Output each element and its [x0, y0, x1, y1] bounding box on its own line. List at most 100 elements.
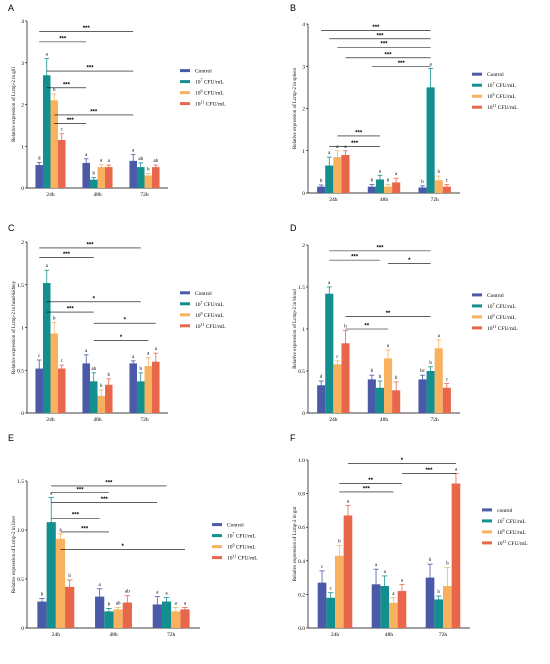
- bar: [129, 160, 137, 188]
- bar: [326, 597, 335, 628]
- significance-letter: b: [53, 316, 56, 321]
- bar: [105, 167, 113, 188]
- bar: [46, 522, 56, 628]
- x-tick-label: 72h: [431, 197, 440, 203]
- y-tick-label: 2: [302, 243, 305, 249]
- significance-stars: ***: [376, 33, 384, 39]
- y-tick-label: 3: [302, 64, 305, 70]
- bar: [434, 180, 443, 193]
- significance-stars: *: [93, 296, 96, 302]
- y-axis-label: Relative expression of Lcmp-2 in gill: [12, 66, 17, 141]
- legend-label: Control: [195, 69, 212, 75]
- legend-swatch: [180, 80, 190, 84]
- significance-letter: a: [85, 153, 88, 158]
- y-tick-label: 0: [21, 186, 24, 192]
- x-tick-label: 48h: [385, 632, 394, 638]
- legend-label: 1011 CFU/mL: [497, 538, 528, 547]
- x-tick-label: 72h: [140, 192, 149, 198]
- bar: [136, 381, 145, 413]
- panel-letter: A: [8, 3, 14, 13]
- bar: [451, 483, 461, 628]
- significance-stars: ***: [81, 526, 89, 532]
- bar: [144, 365, 153, 413]
- significance-stars: ***: [83, 26, 91, 32]
- bar: [122, 602, 132, 628]
- significance-letter: b: [371, 369, 374, 374]
- legend-label: 109 CFU/mL: [195, 88, 224, 97]
- legend-swatch: [180, 302, 190, 306]
- bar: [384, 186, 393, 193]
- significance-stars: ***: [380, 42, 388, 48]
- legend-swatch: [180, 102, 190, 106]
- y-axis-label: Relative expression of Lcmp-2 in blood: [293, 289, 298, 369]
- significance-letter: ab: [125, 590, 130, 595]
- significance-letter: a: [175, 601, 178, 606]
- significance-letter: c: [330, 587, 333, 592]
- y-tick-label: 1: [21, 326, 24, 332]
- significance-letter: b: [371, 179, 374, 184]
- significance-letter: a: [46, 264, 49, 269]
- legend-swatch: [482, 519, 492, 523]
- bar: [171, 611, 181, 628]
- bar: [341, 154, 350, 193]
- y-tick-label: 1: [302, 327, 305, 333]
- significance-letter: a: [108, 159, 111, 164]
- significance-letter: b: [387, 179, 390, 184]
- legend-label: Control: [487, 72, 504, 78]
- significance-letter: b: [437, 590, 440, 595]
- x-tick-label: 24h: [52, 632, 61, 638]
- significance-letter: b: [429, 558, 432, 563]
- significance-letter: a: [395, 172, 398, 177]
- bar: [50, 333, 59, 413]
- legend-swatch: [472, 94, 482, 98]
- bar: [325, 165, 334, 193]
- significance-letter: a: [155, 347, 158, 352]
- significance-letter: b: [41, 593, 44, 598]
- significance-letter: ab: [138, 157, 143, 162]
- significance-letter: b: [108, 373, 111, 378]
- significance-stars: ***: [355, 130, 363, 136]
- y-tick-label: 0.2: [298, 592, 305, 598]
- x-tick-label: 48h: [109, 632, 118, 638]
- legend-swatch: [482, 541, 492, 545]
- significance-letter: b: [429, 361, 432, 366]
- legend-swatch: [482, 508, 492, 512]
- significance-letter: a: [455, 467, 458, 472]
- panel-f: F 0.0 0.2 0.4 0.6 0.8 1.0 Relative expression o…: [290, 433, 528, 638]
- significance-letter: c: [321, 565, 324, 570]
- significance-letter: b: [379, 375, 382, 380]
- y-tick-label: 4: [302, 22, 305, 28]
- significance-stars: **: [364, 324, 369, 330]
- panel-letter: D: [290, 223, 297, 233]
- significance-stars: ***: [86, 242, 94, 248]
- bar: [333, 364, 342, 413]
- bar: [392, 182, 401, 193]
- legend-label: 1011 CFU/mL: [487, 323, 518, 332]
- bar: [89, 381, 98, 413]
- bar: [333, 157, 342, 193]
- legend-swatch: [180, 324, 190, 328]
- legend-label: 1011 CFU/mL: [487, 103, 518, 112]
- significance-letter: a: [347, 499, 350, 504]
- legend-label: 107 CFU/mL: [487, 301, 516, 310]
- y-tick-label: 1: [302, 149, 305, 155]
- x-tick-label: 24h: [331, 632, 340, 638]
- y-tick-label: 0.0: [298, 626, 305, 632]
- bar: [426, 371, 435, 413]
- bar: [104, 611, 114, 628]
- bar: [343, 515, 353, 628]
- x-tick-label: 24h: [329, 197, 338, 203]
- bar: [397, 591, 407, 628]
- bar: [375, 179, 384, 193]
- significance-stars: ***: [67, 307, 75, 313]
- significance-stars: **: [386, 311, 391, 317]
- y-tick-label: 3: [21, 61, 24, 67]
- bar: [317, 582, 327, 628]
- legend-label: 109 CFU/mL: [487, 92, 516, 101]
- significance-letter: ab: [116, 601, 121, 606]
- legend-label: 107 CFU/mL: [195, 77, 224, 86]
- panel-letter: B: [290, 3, 296, 13]
- significance-letter: a: [328, 281, 331, 286]
- y-tick-label: 0.5: [17, 577, 24, 583]
- significance-stars: *: [122, 544, 125, 550]
